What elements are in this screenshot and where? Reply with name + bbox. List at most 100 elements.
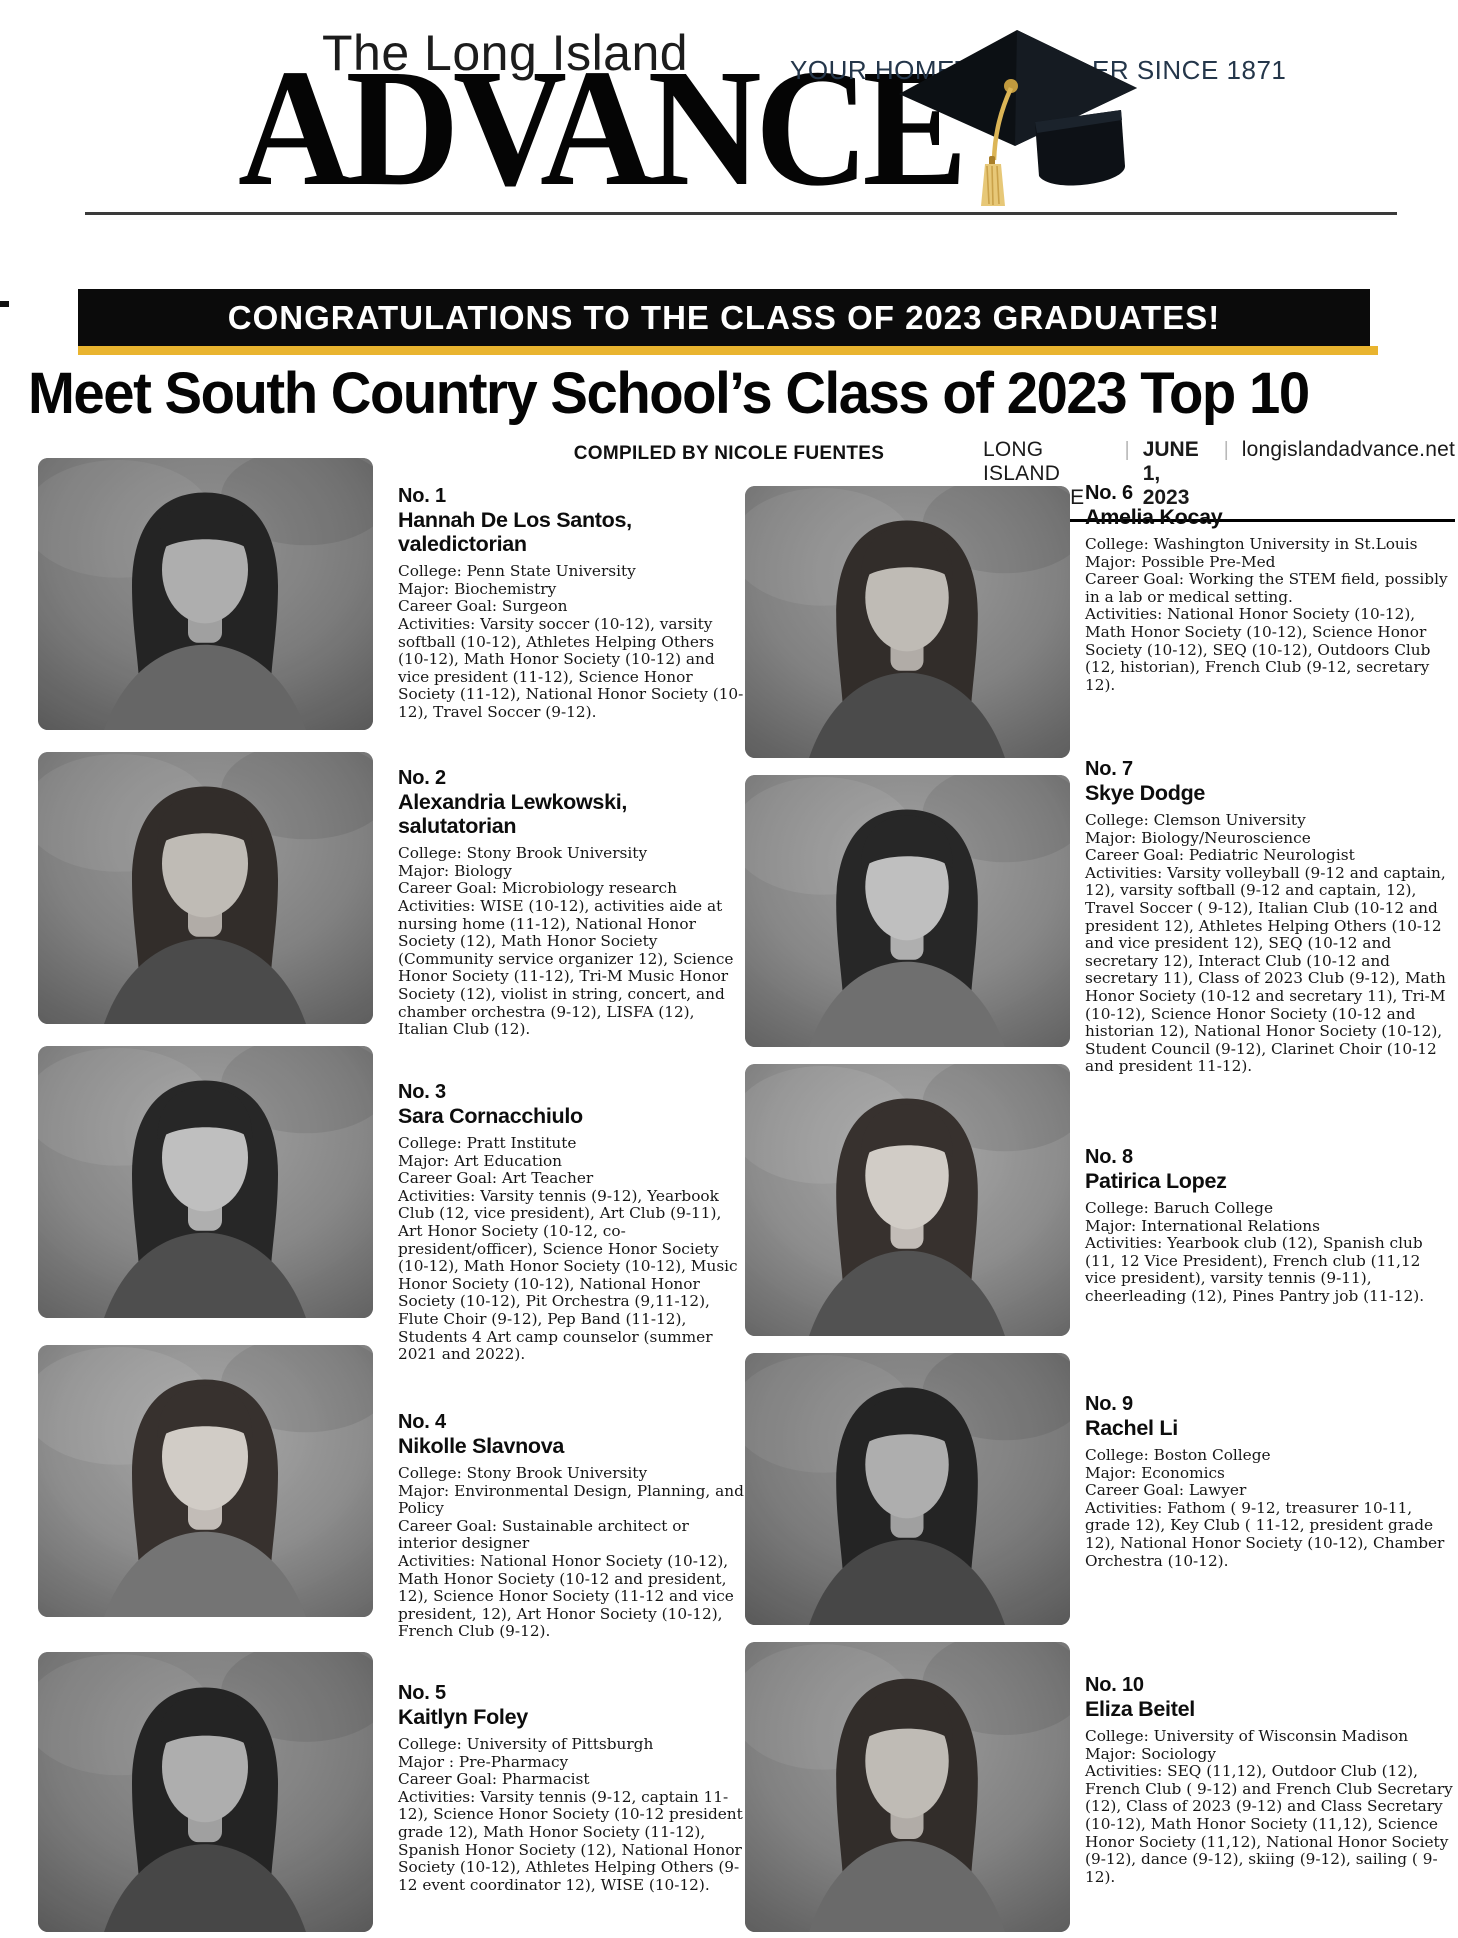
student-detail: College: Pratt Institute (398, 1134, 577, 1153)
page-headline: Meet South Country School’s Class of 202… (28, 361, 1310, 426)
student-details: College: Penn State University Major: Bio… (398, 563, 746, 721)
student-detail: Career Goal: Pediatric Neurologist (1085, 846, 1355, 865)
student-details: College: University of Pittsburgh Major :… (398, 1735, 746, 1894)
student-details: College: Pratt Institute Major: Art Educa… (398, 1134, 746, 1364)
student-rank: No. 4 (398, 1411, 446, 1433)
student-rank: No. 7 (1085, 758, 1133, 780)
student-detail: Major: Economics (1085, 1463, 1225, 1482)
student-detail: Activities: Yearbook club (12), Spanish … (1085, 1234, 1425, 1306)
student-name: Patirica Lopez (1085, 1169, 1227, 1193)
student-name: Nikolle Slavnova (398, 1434, 565, 1458)
student-name: Skye Dodge (1085, 781, 1206, 805)
student-rank: No. 5 (398, 1682, 446, 1704)
student-detail: Activities: Fathom ( 9-12, treasurer 10-… (1085, 1498, 1445, 1570)
student-details: College: Stony Brook University Major: Bi… (398, 845, 746, 1039)
student-entry: No. 6 Amelia Kocay College: Washington U… (1085, 482, 1455, 694)
student-detail: Career Goal: Surgeon (398, 597, 568, 616)
student-detail: College: University of Pittsburgh (398, 1735, 654, 1754)
student-name: Rachel Li (1085, 1416, 1178, 1440)
student-rank: No. 6 (1085, 482, 1133, 504)
student-detail: Activities: National Honor Society (10-1… (1085, 605, 1431, 694)
student-details: College: Stony Brook University Major: En… (398, 1464, 746, 1641)
student-detail: College: Penn State University (398, 562, 636, 581)
banner-gold-stripe (78, 346, 1378, 355)
dateline-website-url: longislandadvance.net (1241, 438, 1455, 461)
student-name: Alexandria Lewkowski, (398, 790, 628, 814)
student-portrait (745, 486, 1070, 758)
student-rank: No. 10 (1085, 1674, 1144, 1696)
student-detail: Major : Pre-Pharmacy (398, 1752, 569, 1771)
masthead-divider-rule (85, 212, 1397, 215)
student-detail: Activities: Varsity soccer (10-12), vars… (398, 614, 744, 721)
student-detail: Major: Possible Pre-Med (1085, 552, 1276, 571)
student-detail: Career Goal: Art Teacher (398, 1169, 594, 1188)
student-name: Kaitlyn Foley (398, 1705, 528, 1729)
student-portrait (38, 1046, 373, 1318)
student-detail: Major: Biochemistry (398, 579, 557, 598)
student-detail: Activities: SEQ (11,12), Outdoor Club (1… (1085, 1762, 1453, 1886)
masthead: The Long Island ADVANCE YOUR HOMET ER SI… (0, 0, 1458, 230)
student-entry: No. 2 Alexandria Lewkowski, salutatorian… (398, 767, 746, 1039)
dateline-separator: | (1223, 439, 1229, 461)
student-detail: Career Goal: Microbiology research (398, 879, 677, 898)
student-detail: Activities: National Honor Society (10-1… (398, 1552, 734, 1641)
masthead-tagline-right: ER SINCE 1871 (1092, 55, 1287, 85)
student-detail: Career Goal: Pharmacist (398, 1770, 590, 1789)
student-detail: Major: Biology (398, 861, 512, 880)
student-detail: Activities: WISE (10-12), activities aid… (398, 896, 734, 1039)
student-portrait (745, 1064, 1070, 1336)
student-detail: Career Goal: Working the STEM field, pos… (1085, 570, 1448, 606)
student-rank: No. 2 (398, 767, 446, 789)
student-detail: College: Boston College (1085, 1446, 1271, 1465)
student-entry: No. 10 Eliza Beitel College: University … (1085, 1674, 1455, 1886)
student-detail: Major: Environmental Design, Planning, a… (398, 1481, 744, 1518)
student-name: Sara Cornacchiulo (398, 1104, 583, 1128)
student-detail: Major: Art Education (398, 1151, 563, 1170)
student-detail: Activities: Varsity volleyball (9-12 and… (1085, 863, 1446, 1076)
student-portrait (38, 458, 373, 730)
student-entry: No. 5 Kaitlyn Foley College: University … (398, 1682, 746, 1894)
student-detail: Major: International Relations (1085, 1216, 1320, 1235)
student-portrait (745, 1642, 1070, 1932)
student-details: College: University of Wisconsin Madison… (1085, 1727, 1455, 1886)
student-portrait (38, 1652, 373, 1932)
congrats-banner-text: CONGRATULATIONS TO THE CLASS OF 2023 GRA… (227, 298, 1221, 336)
student-details: College: Baruch College Major: Internatio… (1085, 1199, 1455, 1306)
student-entry: No. 8 Patirica Lopez College: Baruch Col… (1085, 1146, 1455, 1306)
student-detail: College: Baruch College (1085, 1199, 1274, 1218)
congrats-banner: CONGRATULATIONS TO THE CLASS OF 2023 GRA… (78, 289, 1378, 355)
masthead-kicker: The Long Island (322, 25, 689, 81)
student-detail: College: University of Wisconsin Madison (1085, 1727, 1409, 1746)
student-portrait (38, 752, 373, 1024)
student-name: Hannah De Los Santos, (398, 508, 632, 532)
student-name: Amelia Kocay (1085, 505, 1223, 529)
dateline-issue-date: JUNE 1, 2023 (1142, 438, 1199, 509)
student-detail: Major: Sociology (1085, 1744, 1216, 1763)
student-detail: Career Goal: Sustainable architect or in… (398, 1516, 689, 1553)
student-rank: No. 1 (398, 485, 446, 507)
student-detail: Activities: Varsity tennis (9-12, captai… (398, 1787, 743, 1894)
student-detail: Major: Biology/Neuroscience (1085, 828, 1311, 847)
student-details: College: Clemson University Major: Biolog… (1085, 811, 1455, 1076)
student-entry: No. 4 Nikolle Slavnova College: Stony Br… (398, 1411, 746, 1641)
student-detail: Activities: Varsity tennis (9-12), Yearb… (398, 1186, 738, 1364)
student-name: Eliza Beitel (1085, 1697, 1195, 1721)
student-detail: College: Stony Brook University (398, 1464, 648, 1483)
dateline-separator: | (1124, 439, 1130, 461)
student-details: College: Boston College Major: Economics C… (1085, 1446, 1455, 1570)
masthead-title: ADVANCE (238, 35, 968, 221)
student-rank: No. 3 (398, 1081, 446, 1103)
byline: COMPILED BY NICOLE FUENTES (573, 443, 885, 464)
student-details: College: Washington University in St.Lou… (1085, 535, 1455, 694)
student-detail: College: Stony Brook University (398, 844, 648, 863)
student-honor-title: valedictorian (398, 532, 527, 557)
student-portrait (38, 1345, 373, 1617)
student-entry: No. 9 Rachel Li College: Boston College M… (1085, 1393, 1455, 1570)
graduation-cap-icon (899, 30, 1137, 206)
student-honor-title: salutatorian (398, 814, 517, 839)
student-entry: No. 7 Skye Dodge College: Clemson Univer… (1085, 758, 1455, 1076)
